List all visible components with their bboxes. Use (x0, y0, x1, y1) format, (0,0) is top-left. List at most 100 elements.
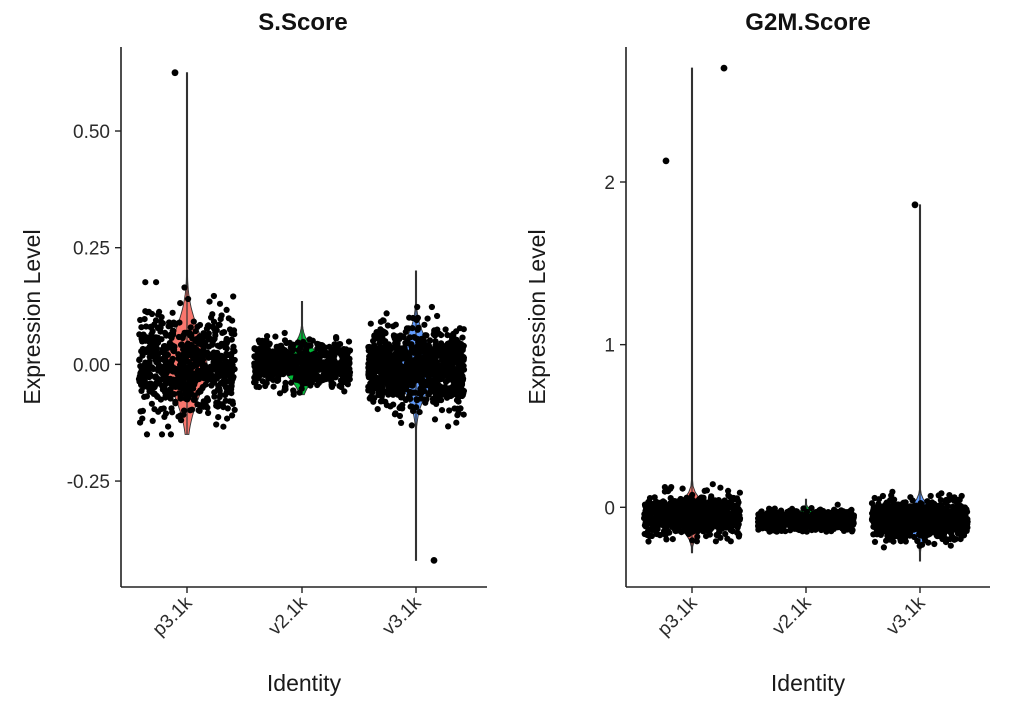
s-score-point (151, 406, 158, 413)
g2m-score-point (883, 499, 890, 506)
g2m-score-x-tick-label: v2.1k (769, 592, 816, 639)
s-score-point (293, 376, 300, 383)
s-score-point (230, 327, 238, 334)
g2m-score-point (906, 532, 913, 539)
s-score-point (251, 360, 258, 367)
g2m-score-point (702, 524, 710, 531)
s-score-point (372, 380, 379, 388)
s-score-point (392, 383, 400, 390)
s-score-point (138, 324, 145, 331)
s-score-point (193, 351, 200, 358)
s-score-point (288, 379, 295, 386)
g2m-score-point (793, 517, 800, 525)
g2m-score-point (673, 525, 680, 533)
g2m-score-point (706, 531, 714, 538)
s-score-x-tick-label: v3.1k (379, 592, 426, 639)
s-score-point (175, 367, 183, 375)
g2m-score-point (879, 528, 886, 535)
s-score-point (181, 365, 188, 372)
g2m-score-y-tick-label: 1 (604, 336, 615, 357)
g2m-score-point (946, 492, 953, 499)
g2m-score-point (950, 518, 957, 525)
g2m-score-point (871, 538, 879, 546)
s-score-point (160, 405, 167, 412)
s-score-point (437, 367, 444, 374)
s-score-point (202, 401, 209, 409)
s-score-point (316, 362, 324, 369)
s-score-point (149, 417, 156, 424)
s-score-point (432, 369, 439, 376)
g2m-score-point (872, 524, 879, 531)
s-score-point (454, 405, 461, 412)
g2m-score-point (931, 540, 938, 548)
s-score-point (148, 323, 155, 330)
g2m-score-point (921, 522, 929, 529)
s-score-point (190, 385, 197, 392)
s-score-point (328, 365, 335, 372)
s-score-point (216, 393, 223, 401)
s-score-point (180, 381, 187, 388)
g2m-score-point (899, 523, 906, 530)
s-score-point (161, 329, 169, 336)
s-score-point (384, 322, 391, 329)
s-score-point (446, 407, 453, 414)
s-score-point (190, 381, 197, 388)
g2m-score-point (722, 506, 730, 513)
g2m-score-point (777, 526, 784, 533)
s-score-point (159, 383, 166, 390)
g2m-score-point (937, 507, 944, 514)
s-score-point (272, 333, 279, 340)
s-score-point (196, 321, 204, 329)
g2m-score-point (868, 500, 876, 507)
s-score-point (167, 431, 174, 438)
s-score-point (148, 388, 155, 395)
s-score-point (146, 364, 153, 371)
s-score-point (136, 357, 143, 364)
g2m-score-point (818, 526, 825, 534)
g2m-score-point (671, 508, 678, 515)
g2m-score-point (943, 506, 950, 513)
s-score-point (338, 370, 345, 377)
s-score-point (391, 411, 398, 418)
s-score-point (328, 371, 335, 378)
s-score-point (418, 335, 425, 342)
s-score-point (187, 324, 194, 331)
s-score-point (406, 375, 413, 382)
s-score-point (212, 373, 219, 380)
s-score-point (439, 345, 447, 352)
s-score-point (409, 314, 416, 322)
g2m-score-point (881, 511, 888, 518)
s-score-point (261, 368, 268, 375)
s-score-point (191, 345, 198, 352)
s-score-point (432, 388, 440, 395)
s-score-point (209, 364, 216, 371)
s-score-point (179, 374, 186, 381)
g2m-score-point (912, 517, 919, 524)
g2m-score-point (828, 528, 835, 535)
s-score-point (416, 409, 423, 416)
g2m-score-point (734, 524, 741, 531)
g2m-score-point (686, 525, 693, 532)
s-score-point (152, 373, 159, 380)
s-score-point (388, 378, 395, 385)
g2m-score-point (915, 507, 922, 514)
s-score-point (341, 364, 348, 371)
g2m-score-point (871, 494, 878, 502)
g2m-score-point (725, 487, 732, 494)
s-score-point (177, 393, 184, 400)
s-score-point (228, 380, 235, 387)
s-score-point (321, 369, 328, 376)
s-score-point (288, 364, 295, 371)
g2m-score-point (712, 521, 719, 528)
g2m-score-points-p3-1k (641, 481, 744, 545)
s-score-point (403, 348, 410, 355)
s-score-point (175, 351, 182, 358)
g2m-score-point (652, 507, 660, 515)
s-score-point (254, 347, 261, 355)
s-score-point (215, 414, 222, 421)
g2m-score-points-v2-1k (755, 501, 858, 535)
g2m-score-point (657, 507, 664, 514)
s-score-point (431, 416, 439, 423)
s-score-point (216, 300, 224, 307)
s-score-point (139, 381, 146, 388)
